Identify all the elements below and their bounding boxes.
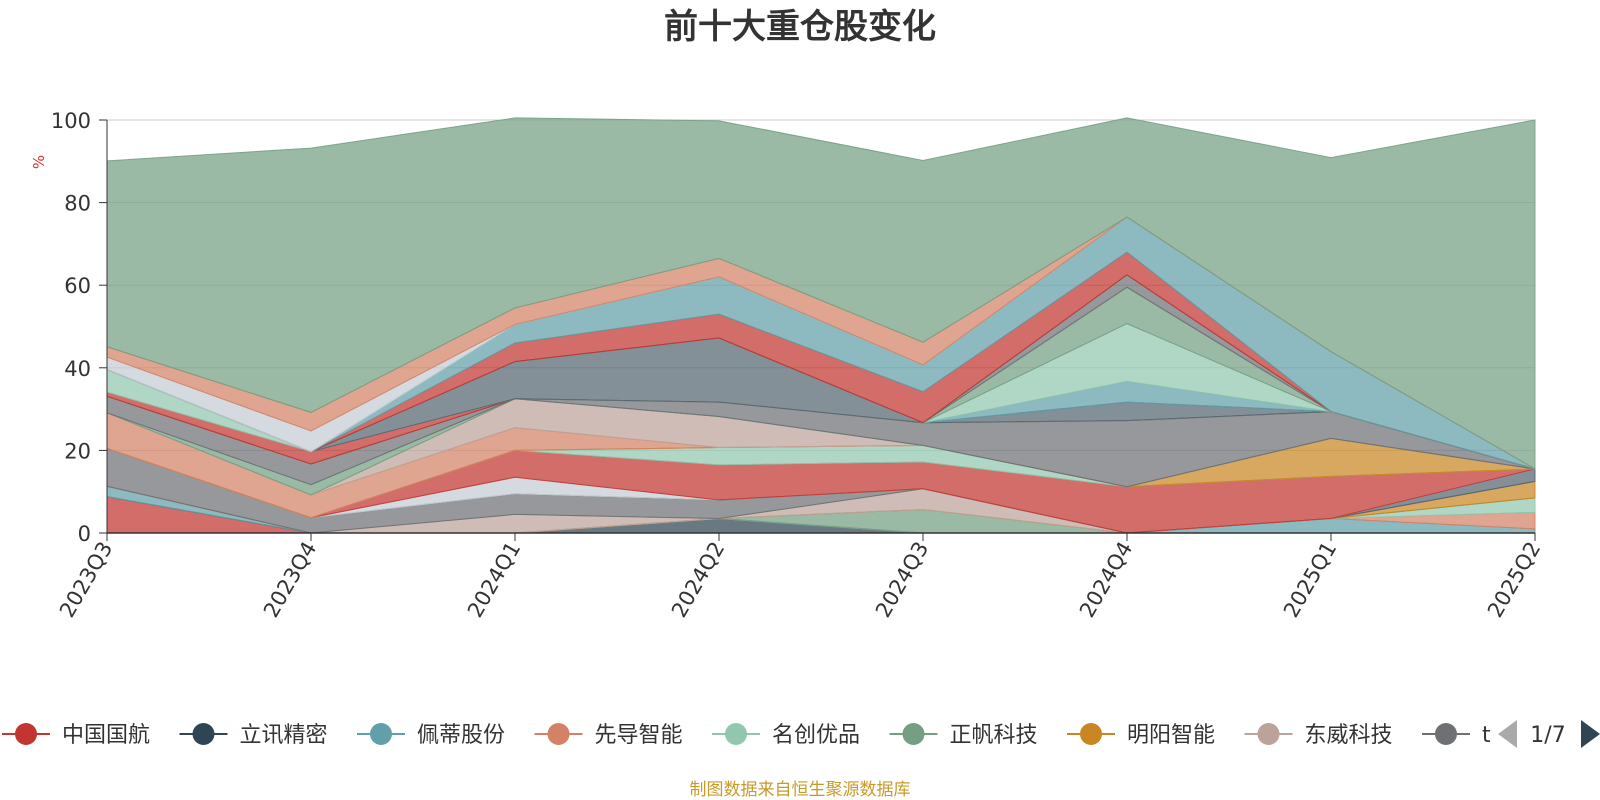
legend-label: t bbox=[1482, 723, 1491, 748]
stacked-areas bbox=[106, 117, 1536, 534]
x-tick-label: 2024Q1 bbox=[463, 538, 525, 622]
legend-marker bbox=[1257, 723, 1280, 745]
area-series-29 bbox=[106, 117, 1536, 470]
x-tick-label: 2024Q4 bbox=[1075, 538, 1137, 622]
y-tick-label: 0 bbox=[78, 522, 91, 546]
x-tick-label: 2025Q2 bbox=[1483, 538, 1545, 622]
y-tick-label: 60 bbox=[64, 274, 91, 298]
chart-title: 前十大重仓股变化 bbox=[664, 7, 936, 47]
legend-marker bbox=[15, 723, 37, 745]
x-tick-label: 2023Q4 bbox=[259, 538, 321, 622]
y-tick-label: 20 bbox=[64, 439, 91, 463]
legend-marker bbox=[902, 723, 925, 745]
legend-marker bbox=[725, 723, 747, 745]
y-tick-label: 40 bbox=[64, 357, 91, 381]
next-page-icon[interactable] bbox=[1581, 720, 1600, 748]
legend-pager[interactable]: 1/7 bbox=[1498, 720, 1600, 748]
legend-label: 先导智能 bbox=[595, 723, 683, 748]
data-source-footer: 制图数据来自恒生聚源数据库 bbox=[690, 780, 911, 800]
legend-item[interactable]: 明阳智能 bbox=[1067, 723, 1215, 748]
legend[interactable]: 中国国航 立讯精密 佩蒂股份 先导智能 名创优品 正帆科技 明阳智能 东威科技 t bbox=[2, 723, 1491, 748]
legend-label: 佩蒂股份 bbox=[417, 723, 505, 748]
x-tick-label: 2024Q3 bbox=[871, 538, 933, 622]
legend-item[interactable]: 正帆科技 bbox=[889, 723, 1038, 748]
legend-item[interactable]: 立讯精密 bbox=[179, 723, 328, 748]
legend-page-indicator: 1/7 bbox=[1530, 723, 1565, 748]
legend-marker bbox=[370, 723, 392, 745]
y-tick-label: 80 bbox=[64, 192, 91, 216]
legend-item-truncated[interactable]: t bbox=[1422, 723, 1491, 748]
legend-item[interactable]: 东威科技 bbox=[1244, 723, 1393, 748]
legend-item[interactable]: 名创优品 bbox=[712, 723, 860, 748]
legend-label: 东威科技 bbox=[1305, 723, 1393, 748]
x-tick-label: 2023Q3 bbox=[55, 538, 117, 622]
legend-label: 正帆科技 bbox=[950, 723, 1038, 748]
x-tick-label: 2025Q1 bbox=[1279, 538, 1341, 622]
prev-page-icon[interactable] bbox=[1498, 720, 1517, 748]
y-axis-unit: % bbox=[30, 155, 48, 169]
legend-item[interactable]: 先导智能 bbox=[534, 723, 683, 748]
legend-label: 中国国航 bbox=[62, 723, 150, 748]
legend-item[interactable]: 佩蒂股份 bbox=[357, 723, 505, 748]
legend-marker bbox=[1080, 723, 1102, 745]
legend-marker bbox=[547, 723, 570, 745]
legend-marker bbox=[192, 723, 215, 745]
legend-item[interactable]: 中国国航 bbox=[2, 723, 150, 748]
legend-label: 名创优品 bbox=[772, 723, 860, 748]
legend-marker bbox=[1435, 723, 1457, 745]
legend-label: 立讯精密 bbox=[240, 723, 328, 748]
legend-label: 明阳智能 bbox=[1127, 723, 1215, 748]
x-tick-label: 2024Q2 bbox=[667, 538, 729, 622]
y-tick-label: 100 bbox=[51, 109, 91, 133]
